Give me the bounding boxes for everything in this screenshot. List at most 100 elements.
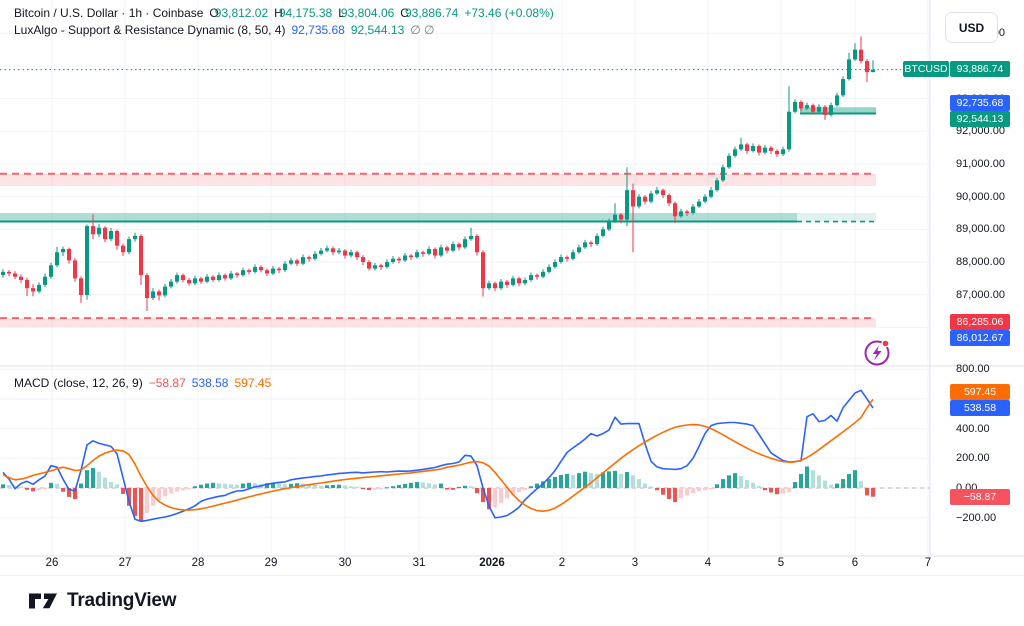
candle xyxy=(613,214,617,222)
macd-hist-bar xyxy=(469,486,473,488)
macd-hist-bar xyxy=(697,488,701,492)
indicator-null-values: ∅ ∅ xyxy=(410,23,435,37)
time-axis-label: 26 xyxy=(45,557,59,569)
ohlc-close: C93,886.74 xyxy=(400,6,459,20)
macd-hist-bar xyxy=(79,483,83,488)
candle xyxy=(523,280,527,284)
macd-hist-bar xyxy=(277,483,281,488)
candle xyxy=(655,190,659,194)
candle xyxy=(511,278,515,285)
macd-hist-bar xyxy=(631,475,635,488)
separators-layer xyxy=(0,0,1024,557)
macd-hist-bar xyxy=(817,475,821,488)
macd-hist-bar xyxy=(1,484,5,488)
macd-hist-bar xyxy=(493,488,497,508)
macd-hist-bar xyxy=(829,484,833,488)
candle xyxy=(433,248,437,256)
macd-legend-row[interactable]: MACD (close, 12, 26, 9) −58.87 538.58 59… xyxy=(14,376,271,390)
macd-hist-bar xyxy=(61,488,65,492)
symbol-legend-row[interactable]: Bitcoin / U.S. Dollar · 1h · Coinbase O9… xyxy=(14,6,554,20)
price-axis-label: 89,000.00 xyxy=(956,223,1005,236)
macd-hist-bar xyxy=(235,484,239,488)
candle xyxy=(349,252,353,256)
candle xyxy=(571,252,575,259)
macd-hist-bar xyxy=(763,488,767,491)
macd-hist-bar xyxy=(433,484,437,488)
tradingview-logo[interactable]: TradingView xyxy=(28,589,177,613)
macd-hist-bar xyxy=(247,482,251,488)
chart-canvas[interactable] xyxy=(0,0,1024,575)
macd-hist-bar xyxy=(187,488,191,490)
candle xyxy=(685,211,689,214)
candle xyxy=(307,257,311,259)
candle xyxy=(343,250,347,256)
candle xyxy=(115,230,119,246)
macd-hist-bar xyxy=(673,488,677,503)
macd-hist-bar xyxy=(733,473,737,488)
candle xyxy=(469,235,473,240)
candle xyxy=(211,276,215,281)
macd-hist-bar xyxy=(157,488,161,501)
candle xyxy=(631,190,635,207)
time-axis-label: 7 xyxy=(924,557,932,569)
price-axis-label: 87,000.00 xyxy=(956,288,1005,301)
candle xyxy=(799,101,803,109)
candle xyxy=(781,149,785,155)
candle xyxy=(829,105,833,115)
tradingview-logo-icon xyxy=(29,593,57,609)
macd-hist-bar xyxy=(73,488,77,500)
candle xyxy=(331,248,335,253)
candle xyxy=(703,196,707,202)
macd-hist-bar xyxy=(835,483,839,488)
time-axis-label: 29 xyxy=(264,557,278,569)
macd-layer xyxy=(0,389,930,523)
candle xyxy=(739,144,743,150)
macd-hist-bar xyxy=(661,488,665,495)
candle xyxy=(37,284,41,292)
candle xyxy=(637,196,641,207)
macd-hist-bar xyxy=(781,488,785,494)
macd-hist-bar xyxy=(505,488,509,499)
macd-hist-bar xyxy=(751,482,755,488)
macd-hist-bar xyxy=(853,470,857,488)
macd-hist-bar xyxy=(49,482,53,488)
sr-zones-layer xyxy=(0,107,876,327)
macd-hist-bar xyxy=(667,488,671,500)
candle xyxy=(427,248,431,254)
macd-hist-bar xyxy=(361,488,365,490)
macd-hist-bar xyxy=(775,488,779,495)
flash-actions-button[interactable] xyxy=(860,336,894,368)
macd-hist-bar xyxy=(181,488,185,491)
candle xyxy=(91,226,95,235)
axis-price-badge: −58.87 xyxy=(950,489,1010,505)
macd-hist-bar xyxy=(793,482,797,488)
macd-hist-bar xyxy=(403,483,407,488)
time-axis-label: 27 xyxy=(118,557,132,569)
candle xyxy=(223,275,227,279)
macd-hist-bar xyxy=(463,485,467,488)
candle xyxy=(337,250,341,253)
currency-toggle-button[interactable]: USD xyxy=(945,12,998,43)
candle xyxy=(409,255,413,258)
macd-hist-bar xyxy=(415,482,419,488)
candle xyxy=(199,278,203,282)
candle xyxy=(481,252,485,289)
candle xyxy=(31,288,35,292)
macd-hist-bar xyxy=(85,470,89,488)
currency-label: USD xyxy=(958,20,985,35)
candle xyxy=(673,203,677,217)
macd-signal-value: 597.45 xyxy=(234,376,272,390)
candle xyxy=(595,235,599,245)
candle xyxy=(385,262,389,267)
candle xyxy=(487,283,491,289)
macd-hist-bar xyxy=(799,473,803,488)
macd-hist-bar xyxy=(115,484,119,488)
indicator-legend-row[interactable]: LuxAlgo - Support & Resistance Dynamic (… xyxy=(14,23,435,37)
macd-hist-bar xyxy=(637,479,641,488)
lightning-icon xyxy=(864,339,890,366)
candle xyxy=(49,265,53,277)
candle xyxy=(127,239,131,253)
footer-bar: TradingView xyxy=(0,575,1024,626)
macd-params: (close, 12, 26, 9) xyxy=(53,376,143,390)
candle xyxy=(121,245,125,253)
